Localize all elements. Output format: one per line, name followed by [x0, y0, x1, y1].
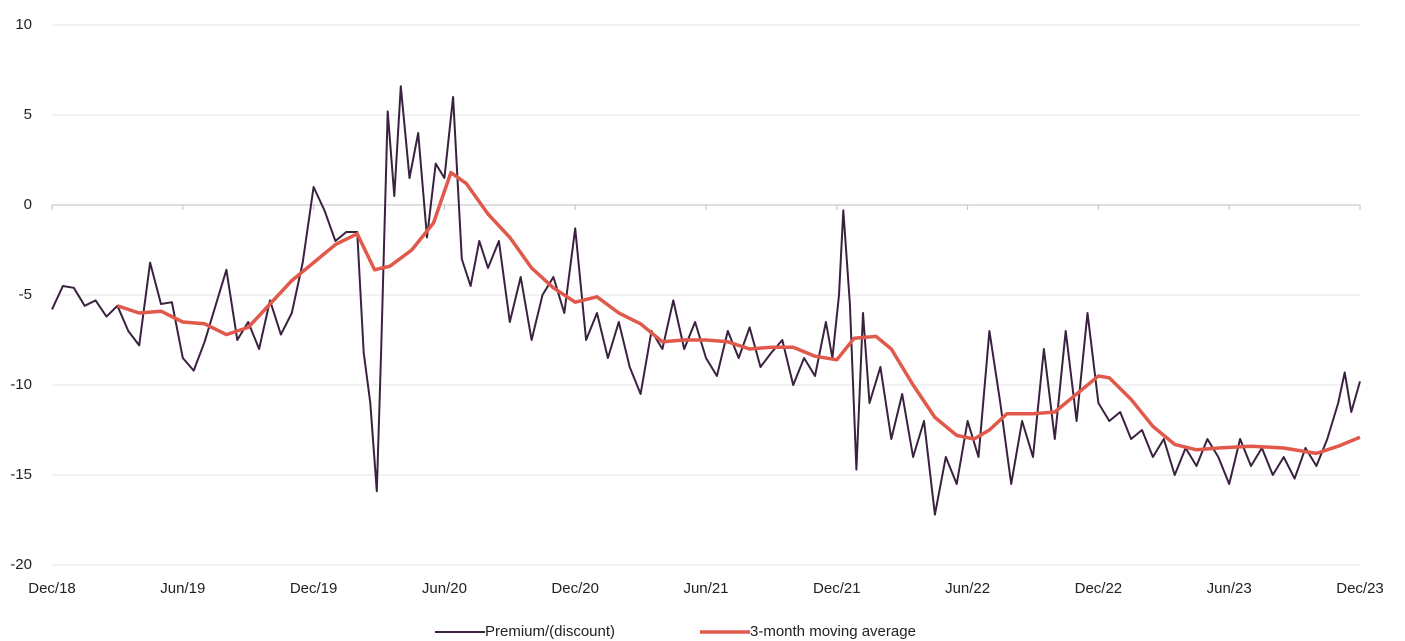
x-tick-label: Jun/22	[945, 580, 990, 597]
legend-label: Premium/(discount)	[485, 623, 615, 640]
x-tick-label: Jun/20	[422, 580, 467, 597]
y-tick-label: -15	[10, 466, 32, 483]
x-tick-label: Dec/18	[28, 580, 76, 597]
x-tick-label: Dec/23	[1336, 580, 1384, 597]
y-tick-label: -10	[10, 376, 32, 393]
y-tick-label: 10	[15, 16, 32, 33]
y-tick-label: -5	[19, 286, 32, 303]
x-tick-label: Jun/21	[683, 580, 728, 597]
series-line	[51, 85, 1361, 516]
x-tick-label: Jun/23	[1207, 580, 1252, 597]
x-tick-label: Dec/22	[1075, 580, 1123, 597]
x-tick-label: Jun/19	[160, 580, 205, 597]
legend-label: 3-month moving average	[750, 623, 916, 640]
x-tick-label: Dec/21	[813, 580, 861, 597]
x-tick-label: Dec/19	[290, 580, 338, 597]
y-tick-label: -20	[10, 556, 32, 573]
series-line	[116, 170, 1361, 456]
y-tick-label: 5	[24, 106, 32, 123]
y-tick-label: 0	[24, 196, 32, 213]
x-tick-label: Dec/20	[551, 580, 599, 597]
